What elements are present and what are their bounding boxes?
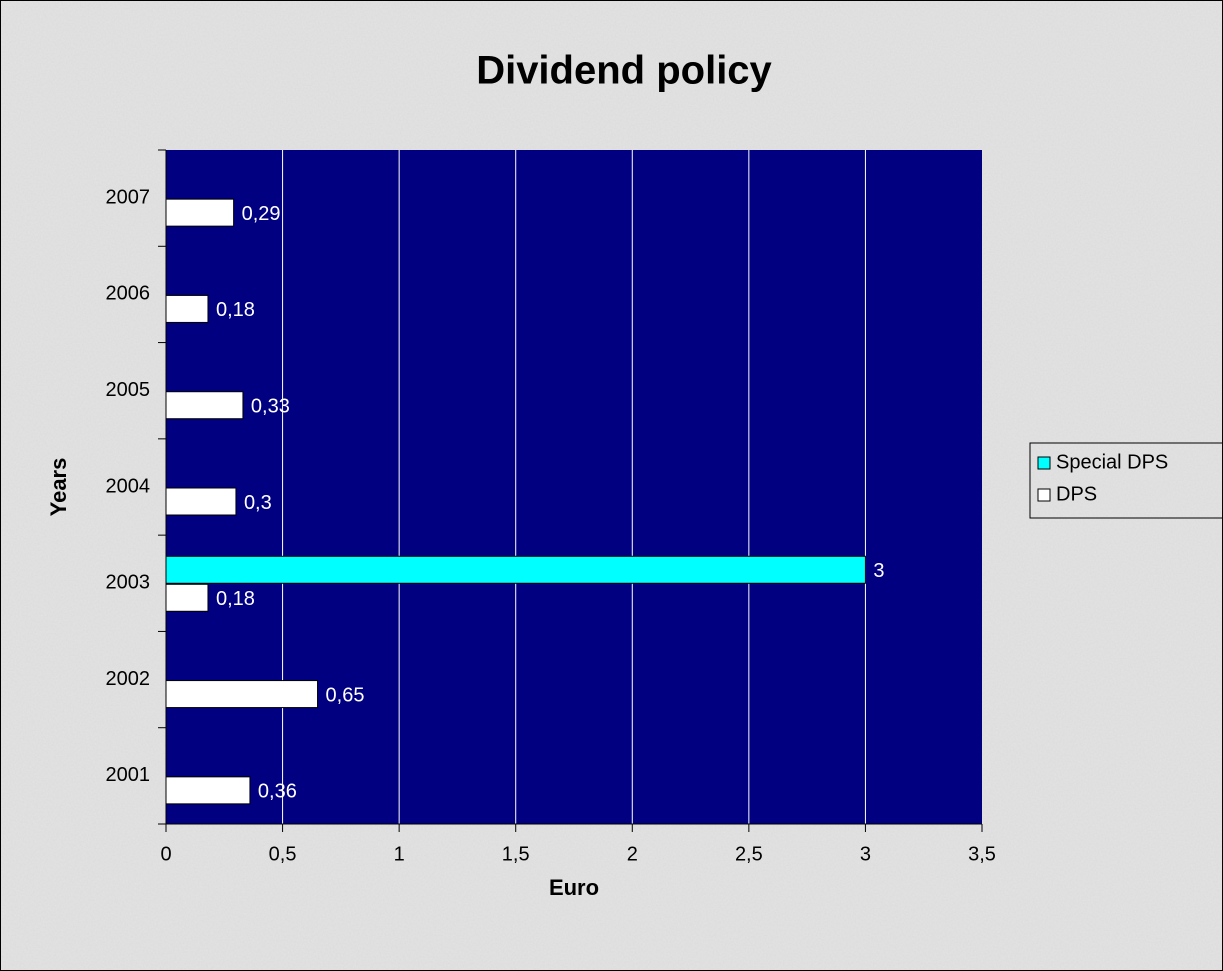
x-tick-label: 3: [860, 843, 871, 865]
bar: [165, 487, 237, 516]
y-tick-label: 2001: [106, 764, 151, 786]
legend-swatch: [1037, 488, 1051, 502]
data-label: 0,33: [251, 395, 290, 417]
bar: [165, 294, 209, 323]
x-tick-label: 2,5: [735, 843, 763, 865]
plot-area: [166, 150, 982, 824]
data-label: 3: [873, 560, 884, 582]
legend-label: DPS: [1056, 483, 1097, 505]
y-axis-label: Years: [46, 458, 71, 517]
bar: [165, 198, 235, 227]
data-label: 0,36: [258, 781, 297, 803]
y-tick-label: 2005: [106, 379, 151, 401]
bar: [165, 680, 319, 709]
x-tick-label: 2: [627, 843, 638, 865]
x-tick-label: 0,5: [269, 843, 297, 865]
y-tick-label: 2004: [106, 475, 151, 497]
y-tick-label: 2002: [106, 668, 151, 690]
legend-label: Special DPS: [1056, 451, 1168, 473]
legend: [1029, 442, 1223, 519]
data-label: 0,29: [242, 203, 281, 225]
bar: [165, 391, 244, 420]
y-tick-label: 2007: [106, 186, 151, 208]
data-label: 0,3: [244, 492, 272, 514]
x-tick-label: 1: [394, 843, 405, 865]
chart-title: Dividend policy: [476, 49, 772, 93]
legend-swatch: [1037, 456, 1051, 470]
x-tick-label: 1,5: [502, 843, 530, 865]
data-label: 0,18: [216, 299, 255, 321]
x-tick-label: 0: [160, 843, 171, 865]
x-axis-label: Euro: [549, 875, 599, 900]
bar: [165, 583, 209, 612]
bar: [165, 555, 866, 584]
x-tick-label: 3,5: [968, 843, 996, 865]
data-label: 0,65: [326, 684, 365, 706]
y-tick-label: 2006: [106, 283, 151, 305]
bar: [165, 776, 251, 805]
y-tick-label: 2003: [106, 572, 151, 594]
data-label: 0,18: [216, 588, 255, 610]
